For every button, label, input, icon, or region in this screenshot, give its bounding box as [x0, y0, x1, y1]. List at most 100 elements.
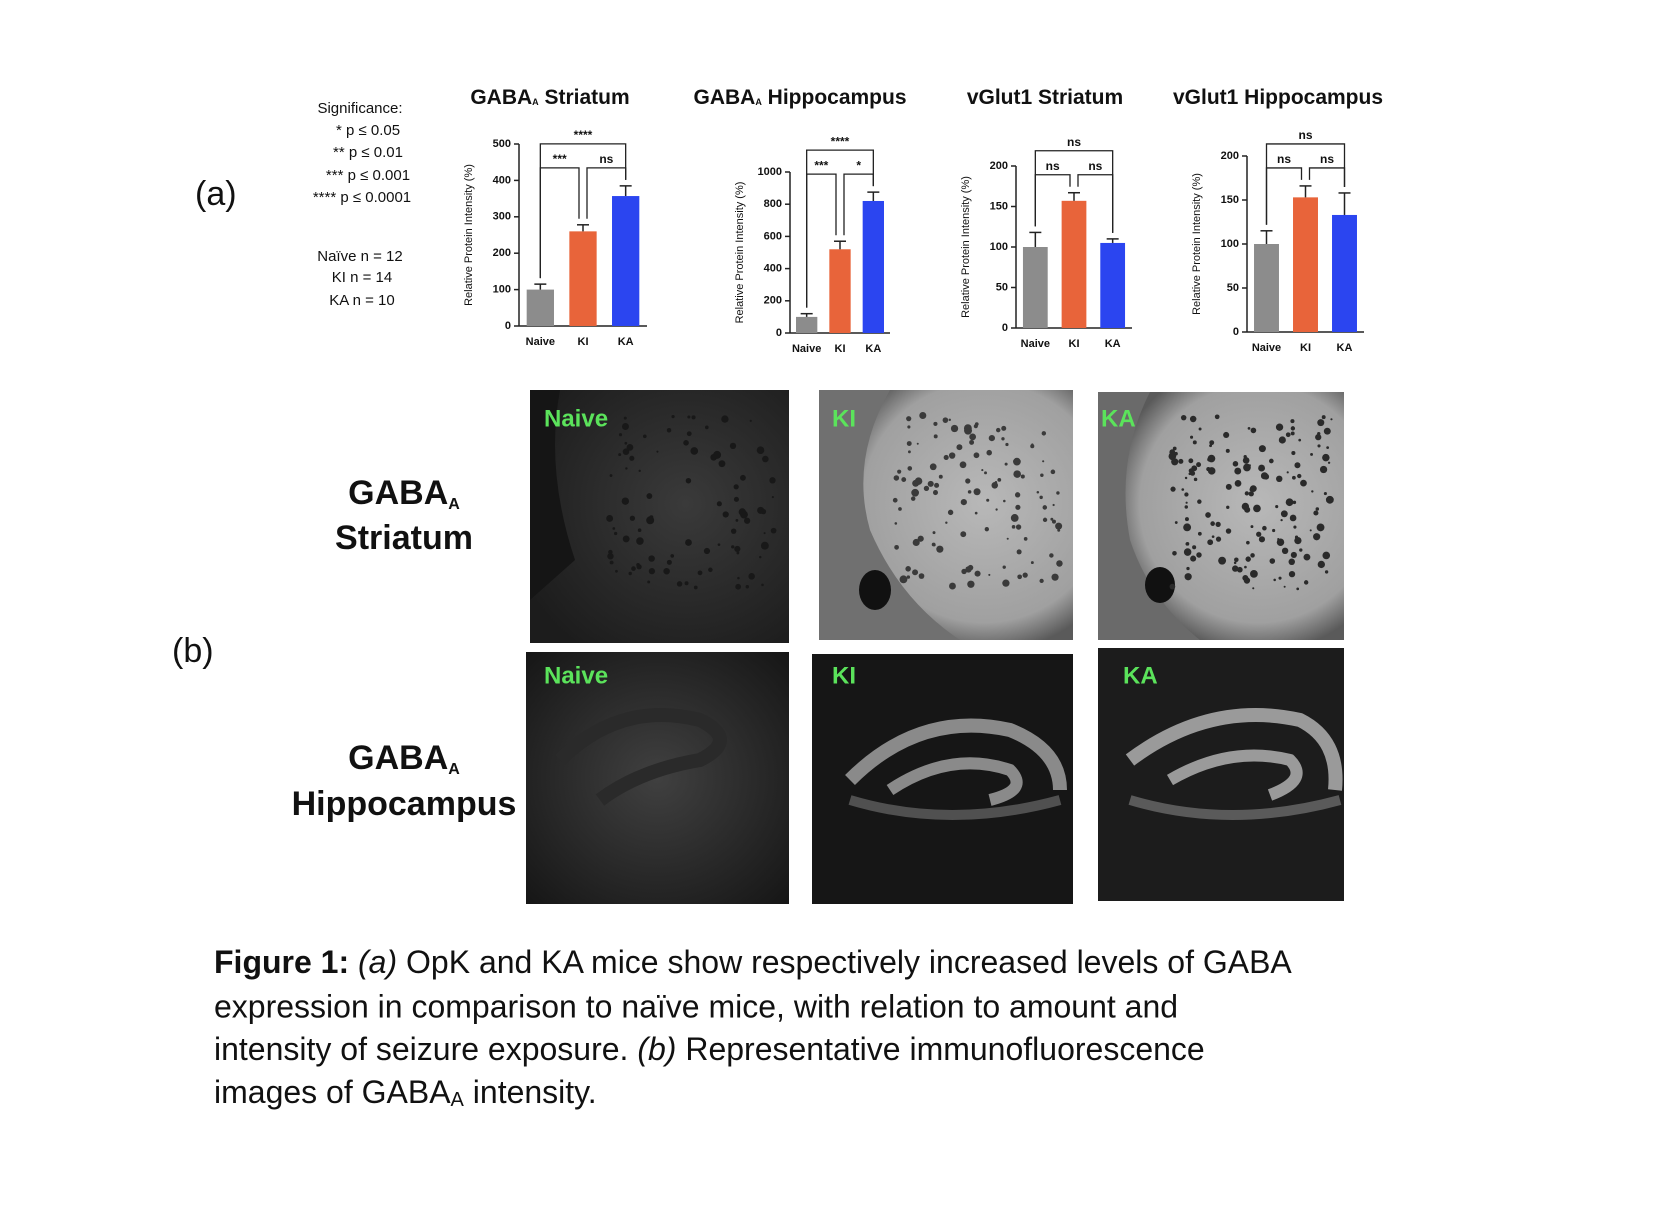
texture-dot	[892, 497, 898, 503]
texture-dot	[1272, 528, 1276, 533]
texture-dot	[1192, 545, 1197, 550]
texture-dot	[984, 471, 987, 475]
texture-dot	[734, 545, 741, 553]
texture-dot	[1225, 528, 1232, 534]
texture-dot	[624, 441, 628, 445]
texture-dot	[1011, 525, 1016, 529]
texture-dot	[1006, 537, 1009, 540]
texture-dot	[1317, 419, 1325, 427]
texture-dot	[1184, 505, 1188, 509]
texture-dot	[938, 474, 943, 479]
texture-dot	[1052, 503, 1055, 507]
row-label: Hippocampus	[292, 785, 517, 823]
bar	[1061, 200, 1087, 328]
x-tick-label: KA	[1337, 342, 1353, 354]
texture-dot	[762, 455, 769, 463]
texture-dot	[1294, 462, 1301, 469]
texture-dot	[1207, 539, 1214, 546]
texture-dot	[690, 447, 699, 455]
texture-dot	[623, 416, 627, 420]
texture-dot	[929, 463, 937, 471]
texture-dot	[670, 554, 675, 558]
caption-line: intensity of seizure exposure. (b) Repre…	[214, 1031, 1205, 1067]
texture-dot	[949, 582, 956, 590]
texture-dot	[996, 427, 1001, 433]
bar	[612, 196, 640, 326]
texture-dot	[898, 507, 902, 511]
texture-dot	[1183, 548, 1192, 556]
texture-dot	[614, 531, 618, 536]
texture-dot	[950, 424, 959, 433]
bar	[526, 289, 554, 326]
texture-dot	[1321, 415, 1326, 420]
texture-dot	[607, 553, 614, 560]
chart-title-text: GABA	[693, 86, 755, 109]
texture-dot	[693, 585, 698, 590]
texture-dot	[908, 450, 911, 454]
texture-dot	[1249, 485, 1257, 493]
texture-dot	[1039, 495, 1043, 500]
row-label: GABAA	[348, 739, 460, 778]
bar	[1254, 244, 1279, 332]
texture-dot	[1014, 492, 1021, 498]
texture-dot	[981, 469, 984, 472]
y-tick-label: 1000	[758, 166, 782, 178]
image-region	[886, 757, 1023, 806]
texture-dot	[969, 439, 975, 445]
texture-dot	[932, 490, 938, 496]
texture-dot	[1207, 457, 1212, 462]
texture-dot	[1005, 442, 1009, 447]
texture-dot	[1184, 517, 1189, 522]
texture-dot	[1319, 465, 1328, 474]
texture-dot	[745, 585, 750, 589]
texture-dot	[1225, 483, 1232, 490]
texture-dot	[717, 543, 721, 547]
texture-dot	[1184, 476, 1188, 480]
texture-dot	[1232, 565, 1239, 572]
texture-dot	[1190, 555, 1197, 562]
y-axis-label: Relative Protein Intensity (%)	[463, 164, 475, 306]
texture-dot	[656, 450, 659, 453]
texture-dot	[1299, 548, 1303, 552]
texture-dot	[1050, 469, 1056, 475]
texture-dot	[1285, 432, 1291, 438]
image-region	[819, 390, 960, 640]
significance-label: ns	[1277, 152, 1291, 166]
y-tick-label: 100	[493, 284, 511, 296]
texture-dot	[1013, 457, 1021, 466]
texture-dot	[1223, 431, 1230, 439]
texture-dot	[621, 497, 630, 505]
legend-entry: * p ≤ 0.05	[336, 122, 400, 139]
texture-dot	[973, 488, 981, 496]
texture-dot	[1004, 462, 1008, 466]
texture-dot	[917, 535, 924, 542]
texture	[606, 411, 1334, 591]
texture-dot	[1276, 538, 1285, 546]
texture-dot	[1056, 560, 1063, 567]
y-tick-label: 150	[990, 200, 1008, 212]
x-tick-label: Naive	[792, 343, 821, 355]
significance-label: ns	[1298, 128, 1312, 142]
texture-dot	[1310, 452, 1313, 456]
texture-dot	[919, 411, 927, 420]
y-tick-label: 50	[996, 281, 1008, 293]
image-label: KA	[1123, 662, 1158, 689]
texture-dot	[1198, 427, 1202, 431]
texture-dot	[1170, 486, 1176, 492]
n-count: Naïve n = 12	[317, 248, 402, 265]
significance-label: ***	[814, 158, 828, 172]
texture-dot	[1288, 558, 1295, 566]
texture-dot	[1178, 458, 1184, 464]
texture-dot	[1015, 504, 1021, 510]
texture-dot	[1001, 425, 1007, 431]
texture-dot	[1244, 565, 1247, 569]
subscript: A	[448, 761, 460, 778]
texture-dot	[666, 559, 672, 565]
texture-dot	[628, 571, 632, 576]
significance-label: ns	[599, 152, 613, 166]
texture-dot	[1288, 570, 1296, 578]
texture-dot	[1042, 460, 1045, 463]
texture-dot	[974, 570, 981, 577]
image-region	[1145, 567, 1175, 603]
texture-dot	[671, 414, 675, 419]
